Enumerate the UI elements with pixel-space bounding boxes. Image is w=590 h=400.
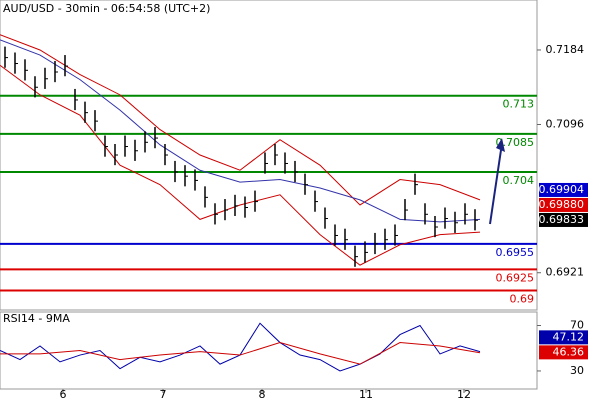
- price-marker: [539, 212, 588, 227]
- y-tick-label: 0.6921: [546, 266, 585, 279]
- price-marker-label: 0.69904: [539, 183, 585, 196]
- forecast-arrow-head: [496, 138, 505, 152]
- price-marker: [539, 197, 588, 212]
- x-tick-label: 6: [60, 388, 67, 400]
- rsi-line: [0, 342, 481, 365]
- level-label: 0.713: [503, 98, 535, 111]
- forecast-arrow: [489, 149, 502, 225]
- price-marker: [539, 330, 588, 345]
- indicator-line: [0, 39, 481, 223]
- y-tick-label: 30: [570, 364, 584, 377]
- indicator-line: [0, 64, 481, 266]
- price-marker: [539, 182, 588, 197]
- indicator-line: [0, 34, 481, 206]
- price-pane: [0, 0, 538, 311]
- chart-title: AUD/USD - 30min - 06:54:58 (UTC+2): [3, 2, 210, 15]
- price-marker-label: 0.69833: [539, 213, 585, 226]
- price-marker-label: 46.36: [553, 345, 585, 358]
- y-tick-label: 0.7096: [546, 118, 585, 131]
- x-tick-label: 8: [259, 388, 266, 400]
- x-tick-label: 12: [457, 388, 471, 400]
- price-marker: [539, 345, 588, 360]
- y-tick-label: 0.7184: [546, 43, 585, 56]
- level-label: 0.7085: [496, 136, 535, 149]
- level-label: 0.704: [503, 174, 535, 187]
- level-label: 0.6955: [496, 246, 535, 259]
- y-tick-label: 70: [570, 319, 584, 332]
- price-marker-label: 47.12: [553, 330, 585, 343]
- price-marker-label: 0.69880: [539, 198, 585, 211]
- x-tick-label: 7: [160, 388, 167, 400]
- x-tick-label: 11: [359, 388, 373, 400]
- level-label: 0.69: [510, 293, 535, 306]
- rsi-title: RSI14 - 9MA: [3, 312, 70, 325]
- level-label: 0.6925: [496, 271, 535, 284]
